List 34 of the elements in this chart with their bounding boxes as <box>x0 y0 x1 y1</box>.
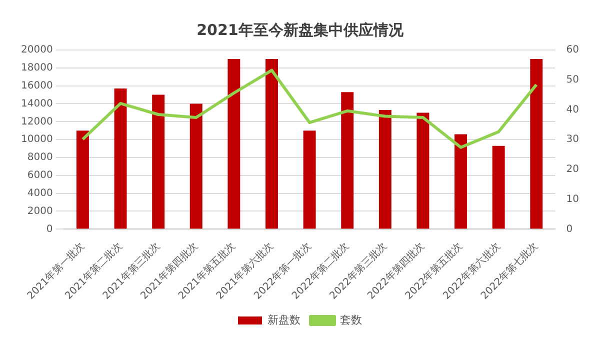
y-tick-label: 10000 <box>21 134 53 146</box>
y2-tick-label: 0 <box>566 224 573 235</box>
bar <box>416 112 430 229</box>
bar <box>530 58 543 229</box>
y2-tick-label: 30 <box>566 134 580 146</box>
bar <box>378 110 392 229</box>
bar <box>228 58 240 229</box>
legend-label: 新盘数 <box>268 313 300 326</box>
y-tick-label: 4000 <box>27 188 53 199</box>
y2-tick-label: 20 <box>566 164 580 176</box>
legend-label: 套数 <box>340 313 362 326</box>
bar <box>492 146 505 229</box>
y-tick-label: 2000 <box>27 206 53 217</box>
y2-tick-label: 60 <box>566 44 580 56</box>
y-tick-label: 18000 <box>21 62 53 74</box>
bar <box>454 134 467 229</box>
y-tick-label: 14000 <box>21 98 53 110</box>
bar <box>341 92 354 229</box>
y2-tick-label: 40 <box>566 104 580 116</box>
y2-tick-label: 50 <box>566 74 580 86</box>
y-tick-label: 6000 <box>27 170 53 182</box>
bar <box>114 88 127 229</box>
y-tick-label: 8000 <box>27 152 53 164</box>
bar <box>152 94 165 229</box>
y2-tick-label: 10 <box>566 194 580 205</box>
y-tick-label: 0 <box>46 224 53 235</box>
bar <box>303 130 316 229</box>
bar <box>190 104 202 229</box>
chart-title: 2021年至今新盘集中供应情况 <box>196 20 404 39</box>
y-tick-label: 20000 <box>21 44 53 56</box>
y-tick-label: 12000 <box>21 116 53 128</box>
bar <box>266 58 278 229</box>
y-tick-label: 16000 <box>21 80 53 92</box>
bar <box>76 130 89 229</box>
